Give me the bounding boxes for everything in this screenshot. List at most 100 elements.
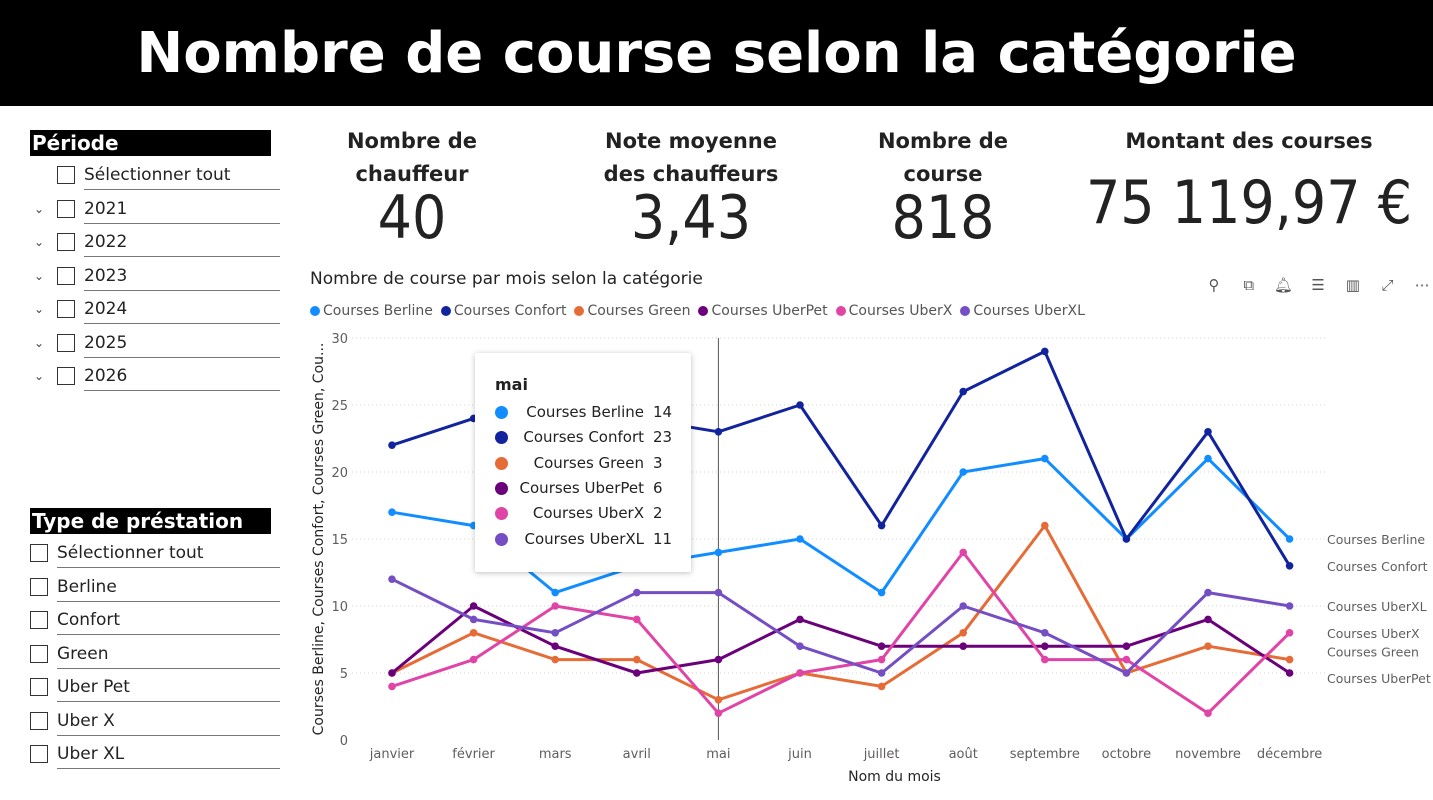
type_slicer-item-green-label[interactable]: Green [57, 643, 109, 664]
period_slicer-item-2026-checkbox[interactable] [57, 367, 75, 385]
chevron-down-icon[interactable]: ⌄ [33, 235, 45, 249]
data-point[interactable] [877, 669, 886, 677]
period_slicer-item-2024-label[interactable]: 2024 [84, 299, 128, 319]
data-point[interactable] [551, 655, 559, 664]
data-point[interactable] [959, 602, 967, 610]
data-point[interactable] [1204, 642, 1212, 650]
data-point[interactable] [714, 588, 723, 597]
chevron-down-icon[interactable]: ⌄ [33, 201, 45, 216]
data-point[interactable] [796, 642, 804, 650]
period_slicer-item-2025-label[interactable]: 2025 [84, 332, 128, 353]
chevron-down-icon[interactable]: ⌄ [33, 302, 45, 316]
data-point[interactable] [714, 428, 723, 436]
data-point[interactable] [959, 642, 967, 650]
type_slicer-select-all-checkbox[interactable] [30, 544, 48, 562]
legend-item[interactable]: Courses UberPet [698, 303, 828, 319]
data-point[interactable] [1204, 588, 1212, 597]
data-point[interactable] [551, 588, 559, 597]
data-point[interactable] [633, 615, 641, 624]
data-point[interactable] [1122, 535, 1131, 543]
period_slicer-item-2023-checkbox[interactable] [57, 266, 75, 285]
data-point[interactable] [388, 682, 396, 691]
data-point[interactable] [551, 602, 559, 610]
focus-icon[interactable]: ▥ [1345, 276, 1360, 294]
data-point[interactable] [1041, 347, 1049, 356]
data-point[interactable] [877, 588, 886, 597]
data-point[interactable] [633, 669, 641, 677]
data-point[interactable] [714, 696, 723, 704]
period_slicer-select-all-checkbox[interactable] [57, 166, 75, 184]
chevron-down-icon[interactable]: ⌄ [33, 268, 45, 283]
data-point[interactable] [1285, 655, 1294, 664]
period_slicer-item-2025-checkbox[interactable] [57, 333, 75, 352]
type_slicer-item-green-checkbox[interactable] [30, 644, 48, 663]
data-point[interactable] [469, 615, 478, 624]
period_slicer-select-all-label[interactable]: Sélectionner tout [84, 165, 231, 185]
data-point[interactable] [1041, 454, 1049, 463]
data-point[interactable] [1285, 602, 1294, 610]
legend-item[interactable]: Courses UberXL [960, 303, 1085, 319]
data-point[interactable] [551, 629, 559, 637]
type_slicer-item-confort-label[interactable]: Confort [57, 610, 121, 630]
data-point[interactable] [714, 548, 723, 557]
data-point[interactable] [796, 615, 804, 624]
legend-item[interactable]: Courses Confort [440, 303, 566, 319]
data-point[interactable] [388, 508, 396, 516]
data-point[interactable] [388, 669, 396, 677]
period_slicer-item-2021-label[interactable]: 2021 [84, 198, 128, 219]
filter-icon[interactable]: ☰ [1311, 276, 1325, 294]
data-point[interactable] [1204, 454, 1212, 463]
expand-icon[interactable]: ⤢ [1381, 276, 1394, 294]
data-point[interactable] [1285, 562, 1294, 570]
data-point[interactable] [1122, 669, 1131, 677]
type_slicer-item-uber-xl-label[interactable]: Uber XL [57, 744, 125, 764]
data-point[interactable] [1041, 629, 1049, 637]
data-point[interactable] [1041, 521, 1049, 530]
data-point[interactable] [877, 521, 886, 530]
data-point[interactable] [1285, 535, 1294, 543]
period_slicer-item-2022-label[interactable]: 2022 [84, 232, 128, 252]
data-point[interactable] [877, 655, 886, 664]
data-point[interactable] [1204, 709, 1212, 717]
copy-icon[interactable]: ⧉ [1243, 276, 1255, 294]
type_slicer-item-uber-x-checkbox[interactable] [30, 711, 48, 730]
data-point[interactable] [714, 709, 723, 717]
legend-item[interactable]: Courses Berline [310, 303, 433, 319]
data-point[interactable] [796, 401, 804, 409]
period_slicer-item-2022-checkbox[interactable] [57, 233, 75, 251]
type_slicer-item-berline-checkbox[interactable] [30, 577, 48, 596]
type_slicer-item-uber-xl-checkbox[interactable] [30, 745, 48, 763]
data-point[interactable] [714, 655, 723, 664]
data-point[interactable] [1285, 629, 1294, 637]
data-point[interactable] [633, 655, 641, 664]
data-point[interactable] [388, 575, 396, 583]
period_slicer-item-2021-checkbox[interactable] [57, 199, 75, 218]
data-point[interactable] [1041, 655, 1049, 664]
bell-icon[interactable]: 🔔︎ [1273, 276, 1293, 294]
data-point[interactable] [551, 642, 559, 650]
data-point[interactable] [1122, 642, 1131, 650]
data-point[interactable] [877, 682, 886, 691]
data-point[interactable] [1204, 615, 1212, 624]
data-point[interactable] [796, 669, 804, 677]
type_slicer-item-confort-checkbox[interactable] [30, 611, 48, 629]
data-point[interactable] [469, 655, 478, 664]
period_slicer-item-2024-checkbox[interactable] [57, 300, 75, 318]
data-point[interactable] [959, 468, 967, 476]
data-point[interactable] [469, 629, 478, 637]
data-point[interactable] [1122, 655, 1131, 664]
chevron-down-icon[interactable]: ⌄ [33, 369, 45, 383]
period_slicer-item-2023-label[interactable]: 2023 [84, 265, 128, 286]
type_slicer-select-all-label[interactable]: Sélectionner tout [57, 543, 204, 563]
data-point[interactable] [959, 387, 967, 396]
period_slicer-item-2026-label[interactable]: 2026 [84, 366, 128, 386]
legend-item[interactable]: Courses Green [574, 303, 690, 319]
data-point[interactable] [1041, 642, 1049, 650]
legend-item[interactable]: Courses UberX [835, 303, 952, 319]
type_slicer-item-uber-pet-checkbox[interactable] [30, 678, 48, 696]
data-point[interactable] [469, 602, 478, 610]
type_slicer-item-uber-x-label[interactable]: Uber X [57, 710, 115, 731]
data-point[interactable] [796, 535, 804, 543]
pin-icon[interactable]: ⚲ [1208, 276, 1220, 294]
more-icon[interactable]: ⋯ [1414, 276, 1430, 294]
